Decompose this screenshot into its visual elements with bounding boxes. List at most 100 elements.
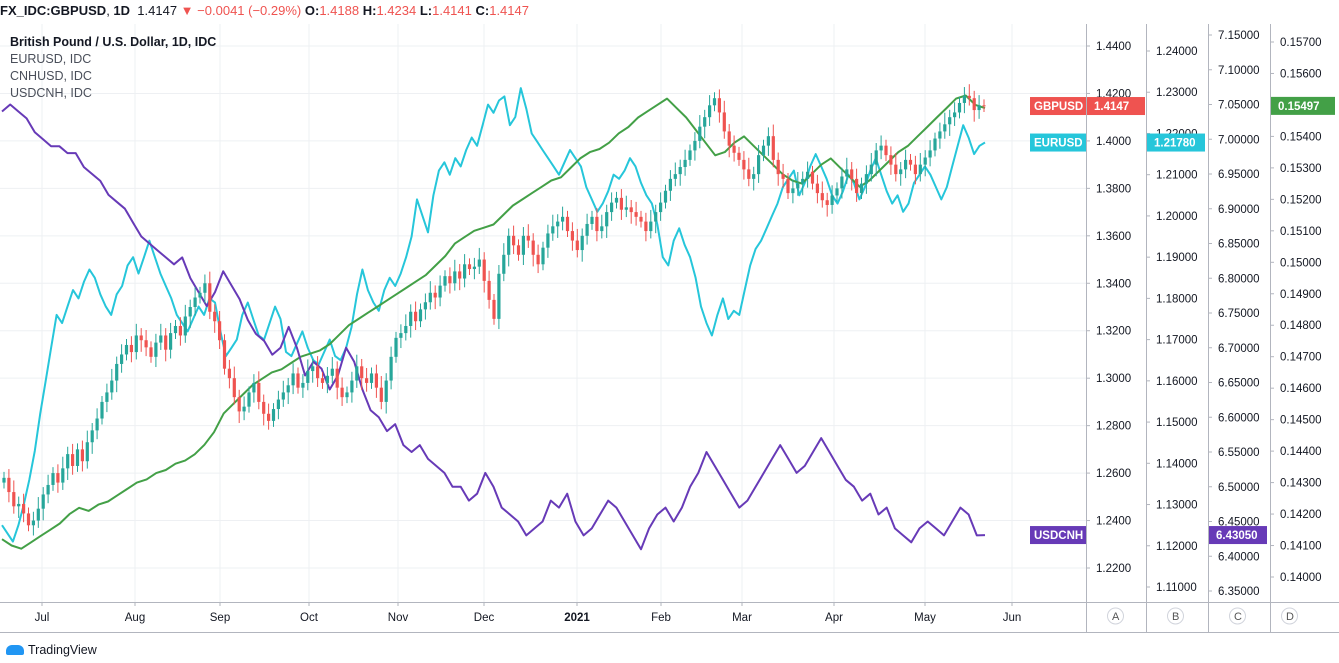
candle-body bbox=[335, 368, 339, 388]
candle bbox=[619, 189, 623, 220]
axis-tick-label: 6.35000 bbox=[1218, 586, 1260, 598]
candle bbox=[957, 97, 962, 119]
candle bbox=[712, 92, 717, 112]
candle bbox=[124, 339, 129, 361]
candle-body bbox=[654, 212, 658, 222]
candle-body bbox=[262, 401, 266, 414]
candle-body bbox=[22, 503, 26, 514]
legend-cnhusd[interactable]: CNHUSD, IDC bbox=[10, 69, 92, 83]
candle-body bbox=[443, 276, 447, 286]
candle-body bbox=[17, 503, 21, 507]
candle bbox=[737, 146, 741, 166]
candle bbox=[835, 182, 839, 202]
candle bbox=[757, 144, 761, 183]
candle-body bbox=[433, 292, 437, 298]
candle bbox=[105, 383, 109, 413]
candle-body bbox=[771, 136, 775, 160]
tradingview-logo[interactable]: TradingView bbox=[6, 641, 97, 659]
axis-tick-label: 6.70000 bbox=[1218, 343, 1260, 355]
candle-body bbox=[796, 183, 800, 189]
candle bbox=[776, 152, 780, 186]
candle bbox=[193, 287, 197, 316]
candle bbox=[237, 389, 241, 424]
candle bbox=[610, 192, 614, 221]
candle-body bbox=[546, 233, 550, 248]
candle bbox=[967, 84, 971, 106]
candle-body bbox=[815, 183, 819, 194]
time-tick-label: Jul bbox=[35, 612, 50, 624]
candle-body bbox=[516, 245, 521, 255]
candle-body bbox=[448, 276, 452, 284]
candle-body bbox=[953, 112, 957, 118]
candle bbox=[497, 265, 501, 330]
candle-body bbox=[31, 520, 35, 526]
legend-eurusd[interactable]: EURUSD, IDC bbox=[10, 52, 92, 66]
candle bbox=[423, 293, 427, 320]
candle bbox=[830, 185, 834, 214]
candle-body bbox=[972, 98, 976, 111]
candle-body bbox=[864, 174, 868, 184]
interval[interactable]: 1D bbox=[113, 3, 131, 18]
candle-body bbox=[502, 254, 506, 274]
candle-body bbox=[624, 207, 628, 210]
cnhusd-series[interactable] bbox=[1, 94, 986, 550]
candle bbox=[595, 208, 599, 242]
candle bbox=[693, 132, 697, 161]
legend-main[interactable]: British Pound / U.S. Dollar, 1D, IDC bbox=[10, 35, 217, 49]
usdcnh-series[interactable] bbox=[1, 103, 986, 551]
axis-tick-label: 6.50000 bbox=[1218, 482, 1260, 494]
candle bbox=[546, 224, 550, 258]
candle-body bbox=[41, 494, 45, 509]
axis-tick-label: 1.3600 bbox=[1096, 231, 1131, 243]
candle bbox=[316, 356, 320, 387]
candle-body bbox=[286, 385, 290, 393]
candle-body bbox=[708, 105, 712, 118]
candle-body bbox=[605, 212, 609, 227]
time-tick-label: Oct bbox=[300, 612, 319, 624]
candle bbox=[242, 396, 246, 421]
candle bbox=[580, 228, 584, 262]
candle bbox=[129, 336, 133, 363]
candle-body bbox=[26, 513, 31, 526]
candle bbox=[982, 99, 986, 112]
candle-body bbox=[752, 174, 756, 179]
candle bbox=[879, 135, 883, 160]
candle-body bbox=[51, 473, 55, 485]
candle-body bbox=[575, 240, 579, 251]
time-axis[interactable]: Jul Aug Sep Oct Nov Dec 2021 Feb Mar Apr May Jun bbox=[35, 602, 1022, 624]
eurusd-series[interactable] bbox=[1, 87, 986, 543]
axis-tick-label: 0.14900 bbox=[1280, 289, 1322, 301]
axis-tick-label: 1.2800 bbox=[1096, 421, 1131, 433]
candle-body bbox=[962, 95, 966, 103]
candle bbox=[22, 493, 26, 523]
candle bbox=[90, 423, 94, 454]
candle bbox=[953, 102, 957, 126]
symbol-name[interactable]: FX_IDC:GBPUSD bbox=[0, 3, 107, 18]
candle bbox=[698, 115, 702, 149]
candle-body bbox=[712, 98, 717, 106]
candle bbox=[345, 386, 349, 404]
badge-label-eurusd: EURUSD bbox=[1034, 138, 1083, 150]
price-axes[interactable]: 1.44001.42001.40001.38001.36001.34001.32… bbox=[0, 24, 1339, 633]
candle-body bbox=[840, 176, 844, 189]
axis-id-circle bbox=[1167, 607, 1184, 625]
candle bbox=[26, 507, 31, 532]
candle-body bbox=[590, 216, 594, 224]
time-tick-label: Nov bbox=[388, 612, 409, 624]
candle bbox=[120, 344, 124, 373]
candle bbox=[340, 377, 344, 406]
candle-body bbox=[791, 188, 795, 194]
axis-tick-label: 1.11000 bbox=[1156, 582, 1197, 594]
change-value: −0.0041 (−0.29%) bbox=[197, 3, 302, 18]
candle bbox=[869, 153, 873, 182]
gbpusd-candles[interactable] bbox=[2, 84, 986, 536]
candle-body bbox=[634, 212, 638, 217]
low-label: L: bbox=[419, 3, 433, 18]
axis-tick-label: 6.65000 bbox=[1218, 378, 1260, 390]
candle-body bbox=[267, 413, 271, 421]
legend-usdcnh[interactable]: USDCNH, IDC bbox=[10, 86, 92, 100]
candle-body bbox=[247, 392, 251, 407]
candle bbox=[575, 228, 579, 258]
candle bbox=[747, 157, 751, 187]
